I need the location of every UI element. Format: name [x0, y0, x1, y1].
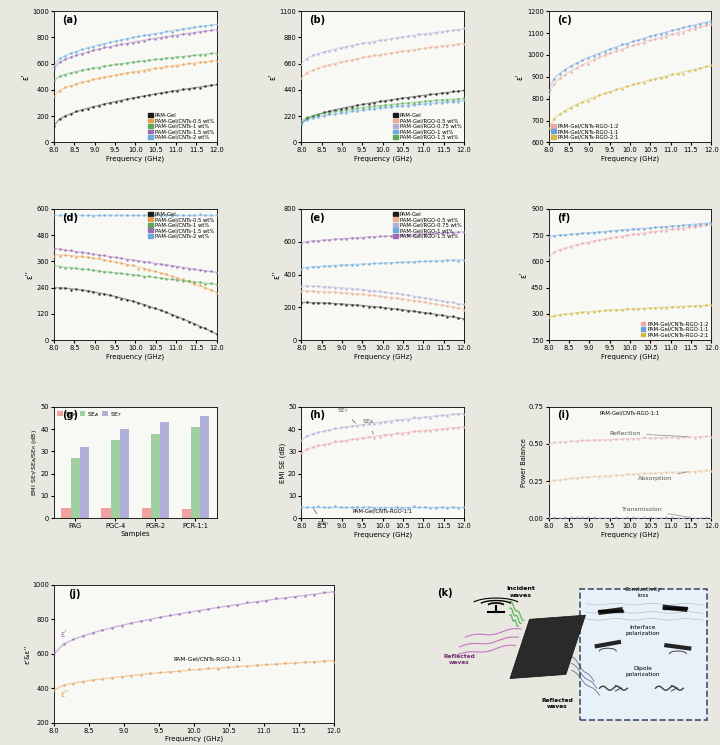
X-axis label: Frequency (GHz): Frequency (GHz): [354, 353, 412, 360]
Bar: [102, 508, 111, 519]
Bar: [120, 429, 129, 519]
Legend: SE$_R$, SE$_A$, SE$_T$: SE$_R$, SE$_A$, SE$_T$: [56, 408, 124, 420]
X-axis label: Frequency (GHz): Frequency (GHz): [354, 156, 412, 162]
Legend: PAM-Gel, PAM-Gel/CNTs-0.5 wt%, PAM-Gel/CNTs-1 wt%, PAM-Gel/CNTs-1.5 wt%, PAM-Gel: PAM-Gel, PAM-Gel/CNTs-0.5 wt%, PAM-Gel/C…: [148, 211, 215, 240]
Bar: [181, 510, 191, 519]
Bar: [80, 447, 89, 519]
Text: polarization: polarization: [626, 631, 660, 636]
Text: ε’: ε’: [61, 630, 68, 639]
Text: Conductivity: Conductivity: [624, 587, 661, 592]
Y-axis label: ε’’: ε’’: [25, 270, 35, 279]
Bar: [111, 440, 120, 519]
Legend: PAM-Gel/CNTs-RGO-1:2, PAM-Gel/CNTs-RGO-1:1, PAM-Gel/CNTs-RGO-2:1: PAM-Gel/CNTs-RGO-1:2, PAM-Gel/CNTs-RGO-1…: [639, 320, 710, 338]
Text: (g): (g): [62, 410, 78, 420]
Text: PAM-Gel/CNTs-RGO-1:1: PAM-Gel/CNTs-RGO-1:1: [174, 656, 242, 662]
Text: Reflected
waves: Reflected waves: [444, 654, 475, 665]
Text: SE$_T$: SE$_T$: [337, 406, 356, 423]
Bar: [200, 416, 210, 519]
Bar: [150, 434, 160, 519]
Legend: PAM-Gel, PAM-Gel/RGO-0.5 wt%, PAM-Gel/RGO-0.75 wt%, PAM-Gel/RGO-1 wt%, PAM-Gel/R: PAM-Gel, PAM-Gel/RGO-0.5 wt%, PAM-Gel/RG…: [392, 211, 462, 240]
Text: (k): (k): [437, 588, 453, 597]
Legend: PAM-Gel, PAM-Gel/RGO-0.5 wt%, PAM-Gel/RGO-0.75 wt%, PAM-Gel/RGO-1 wt%, PAM-Gel/R: PAM-Gel, PAM-Gel/RGO-0.5 wt%, PAM-Gel/RG…: [392, 112, 462, 141]
Text: waves: waves: [510, 593, 532, 598]
Y-axis label: ε’&ε’’: ε’&ε’’: [24, 644, 30, 664]
Text: (i): (i): [557, 410, 570, 420]
Text: (b): (b): [310, 15, 325, 25]
Y-axis label: EMI SE$_T$/SE$_A$/SE$_R$ (dB): EMI SE$_T$/SE$_A$/SE$_R$ (dB): [30, 429, 39, 496]
Text: SE$_R$: SE$_R$: [314, 510, 329, 528]
Text: (j): (j): [68, 589, 81, 599]
Text: PAM-Gel/CNTs-RGO-1:1: PAM-Gel/CNTs-RGO-1:1: [353, 509, 413, 514]
Bar: [71, 458, 80, 519]
Y-axis label: ε’: ε’: [21, 74, 30, 80]
Text: Dipole: Dipole: [634, 666, 652, 671]
Polygon shape: [510, 615, 585, 679]
Text: (h): (h): [310, 410, 325, 420]
X-axis label: Frequency (GHz): Frequency (GHz): [601, 531, 659, 538]
Text: Absorption: Absorption: [638, 472, 688, 481]
Text: (c): (c): [557, 15, 572, 25]
Y-axis label: ε’’: ε’’: [273, 270, 282, 279]
Y-axis label: Power Balance: Power Balance: [521, 438, 527, 487]
X-axis label: Frequency (GHz): Frequency (GHz): [107, 353, 164, 360]
Text: Reflected
waves: Reflected waves: [541, 698, 573, 708]
Text: ε’’: ε’’: [61, 691, 70, 700]
X-axis label: Frequency (GHz): Frequency (GHz): [601, 156, 659, 162]
Bar: [160, 422, 169, 519]
Y-axis label: ε’: ε’: [269, 74, 278, 80]
Bar: [580, 589, 707, 720]
Legend: PAM-Gel/CNTs-RGO-1:2, PAM-Gel/CNTs-RGO-1:1, PAM-Gel/CNTs-RGO-2:1: PAM-Gel/CNTs-RGO-1:2, PAM-Gel/CNTs-RGO-1…: [550, 122, 621, 141]
Text: (a): (a): [62, 15, 78, 25]
Text: Transmission: Transmission: [622, 507, 688, 517]
X-axis label: Frequency (GHz): Frequency (GHz): [601, 353, 659, 360]
Y-axis label: ε’: ε’: [520, 271, 529, 278]
X-axis label: Samples: Samples: [120, 531, 150, 537]
Text: SE$_A$: SE$_A$: [362, 417, 374, 434]
Bar: [191, 427, 200, 519]
X-axis label: Frequency (GHz): Frequency (GHz): [107, 156, 164, 162]
Bar: [142, 508, 150, 519]
Text: loss: loss: [637, 593, 649, 598]
X-axis label: Frequency (GHz): Frequency (GHz): [354, 531, 412, 538]
X-axis label: Frequency (GHz): Frequency (GHz): [165, 735, 223, 742]
Text: polarization: polarization: [626, 673, 660, 677]
Legend: PAM-Gel, PAM-Gel/CNTs-0.5 wt%, PAM-Gel/CNTs-1 wt%, PAM-Gel/CNTs-1.5 wt%, PAM-Gel: PAM-Gel, PAM-Gel/CNTs-0.5 wt%, PAM-Gel/C…: [148, 112, 215, 141]
Y-axis label: EMI SE (dB): EMI SE (dB): [279, 443, 286, 483]
Text: Interface: Interface: [629, 625, 656, 630]
Text: (d): (d): [62, 213, 78, 223]
Bar: [61, 508, 71, 519]
Text: Incident: Incident: [507, 586, 536, 592]
Text: PAM-Gel/CNTs-RGO-1:1: PAM-Gel/CNTs-RGO-1:1: [600, 410, 660, 415]
Text: (e): (e): [310, 213, 325, 223]
Text: Reflection: Reflection: [610, 431, 688, 437]
Y-axis label: ε’: ε’: [516, 74, 525, 80]
Text: (f): (f): [557, 213, 570, 223]
